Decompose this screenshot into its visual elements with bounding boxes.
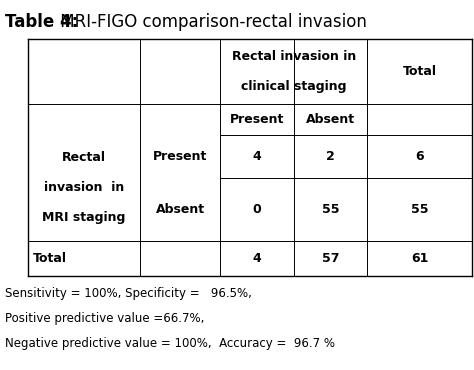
Text: 4: 4: [253, 150, 262, 163]
Text: 61: 61: [411, 252, 428, 265]
Text: 55: 55: [411, 202, 428, 216]
Text: MRI-FIGO comparison-rectal invasion: MRI-FIGO comparison-rectal invasion: [55, 13, 366, 31]
Text: Table 4:: Table 4:: [5, 13, 78, 31]
Text: Total: Total: [33, 252, 67, 265]
Text: 57: 57: [322, 252, 339, 265]
Text: Present: Present: [230, 113, 284, 126]
Text: Sensitivity = 100%, Specificity =   96.5%,: Sensitivity = 100%, Specificity = 96.5%,: [5, 287, 252, 300]
Text: Rectal

invasion  in

MRI staging: Rectal invasion in MRI staging: [43, 151, 126, 224]
Text: 2: 2: [326, 150, 335, 163]
Text: 4: 4: [253, 252, 262, 265]
Text: Absent: Absent: [155, 202, 205, 216]
Text: 6: 6: [415, 150, 424, 163]
Text: Positive predictive value =66.7%,: Positive predictive value =66.7%,: [5, 312, 204, 325]
Text: Absent: Absent: [306, 113, 355, 126]
Text: 0: 0: [253, 202, 262, 216]
Text: Total: Total: [402, 65, 437, 78]
Text: Present: Present: [153, 150, 207, 163]
Text: Negative predictive value = 100%,  Accuracy =  96.7 %: Negative predictive value = 100%, Accura…: [5, 337, 335, 350]
Text: Rectal invasion in

clinical staging: Rectal invasion in clinical staging: [232, 50, 356, 93]
Text: 55: 55: [322, 202, 339, 216]
